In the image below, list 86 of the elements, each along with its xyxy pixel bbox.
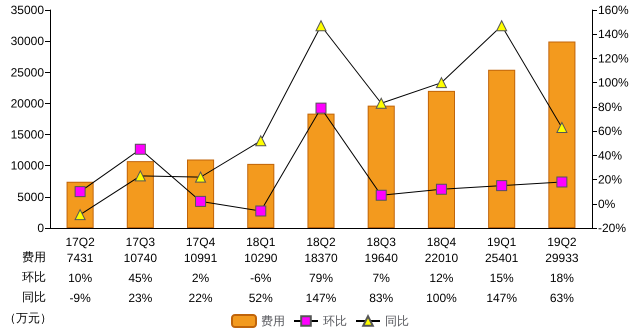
x-tick-label: 17Q3 xyxy=(126,235,156,249)
text: 环比 xyxy=(22,270,46,284)
data-label: 18% xyxy=(550,271,574,285)
point xyxy=(556,176,568,188)
data-label: 7% xyxy=(372,271,390,285)
data-label: 10% xyxy=(68,271,92,285)
data-label: 22% xyxy=(188,291,213,305)
x-tick-label: 18Q1 xyxy=(246,235,276,249)
point xyxy=(255,135,266,146)
x-tick-label: 17Q2 xyxy=(65,235,96,249)
bar xyxy=(307,114,335,228)
text: 同比 xyxy=(22,290,46,304)
y2-tick-label: 100% xyxy=(598,76,630,90)
x-tick-label: 19Q1 xyxy=(486,235,517,249)
x-tick-label: 19Q2 xyxy=(547,235,577,249)
data-label: 25401 xyxy=(484,251,519,265)
y-tick-label: 25000 xyxy=(10,65,44,80)
y2-tick-label: 80% xyxy=(598,100,622,114)
y-tick-label: 5000 xyxy=(17,190,44,204)
x-tick-label: 17Q4 xyxy=(186,235,216,249)
bar xyxy=(548,42,576,228)
data-label: 147% xyxy=(486,291,518,305)
data-label: 10740 xyxy=(124,251,158,265)
data-label: 23% xyxy=(128,291,153,305)
data-label: 147% xyxy=(306,291,337,305)
bar xyxy=(368,106,395,228)
point xyxy=(134,144,146,155)
point xyxy=(436,77,447,88)
data-label: 19640 xyxy=(364,251,398,265)
y2-tick-label: 40% xyxy=(598,148,622,162)
point xyxy=(134,170,146,182)
y2-tick-label: 60% xyxy=(598,124,622,138)
y2-tick-label: 160% xyxy=(598,3,630,17)
text: 费用 xyxy=(22,250,46,264)
data-label: 2% xyxy=(192,271,210,285)
bar xyxy=(488,70,516,228)
point xyxy=(376,190,387,201)
point xyxy=(74,209,86,220)
text: （万元） xyxy=(4,311,52,325)
point xyxy=(496,180,508,192)
data-label: 15% xyxy=(490,271,514,285)
point xyxy=(316,20,326,32)
x-tick-label: 18Q2 xyxy=(306,235,336,249)
data-label: -9% xyxy=(69,291,92,305)
y2-tick-label: 20% xyxy=(598,172,622,187)
data-label: 10991 xyxy=(184,251,218,265)
bar xyxy=(428,90,455,228)
y-tick-label: 10000 xyxy=(10,158,44,173)
y2-tick-label: 120% xyxy=(598,51,630,66)
point xyxy=(436,184,447,195)
data-label: 52% xyxy=(248,291,274,305)
data-label: 22010 xyxy=(424,251,458,265)
data-label: 79% xyxy=(308,271,334,285)
y-tick-label: 20000 xyxy=(10,96,44,110)
y2-tick-label: 140% xyxy=(598,27,630,42)
data-label: 63% xyxy=(550,291,574,305)
point xyxy=(255,206,266,217)
y-tick-label: 15000 xyxy=(10,128,44,142)
x-tick-label: 18Q3 xyxy=(366,235,396,249)
data-label: 83% xyxy=(369,291,394,305)
legend-label: 环比 xyxy=(323,314,347,328)
x-tick-label: 18Q4 xyxy=(426,235,456,249)
data-label: -6% xyxy=(250,271,272,285)
point xyxy=(195,196,206,207)
data-label: 7431 xyxy=(66,251,94,265)
legend-label: 同比 xyxy=(385,314,409,328)
y2-tick-label: 0% xyxy=(598,196,616,211)
data-label: 100% xyxy=(426,291,458,305)
y-tick-label: 35000 xyxy=(10,3,44,17)
data-label: 18370 xyxy=(304,251,338,265)
point xyxy=(556,122,568,133)
data-label: 29933 xyxy=(545,251,579,265)
legend-label: 费用 xyxy=(261,314,285,328)
y-tick-label: 30000 xyxy=(10,34,44,48)
bar xyxy=(126,161,154,228)
point xyxy=(74,186,86,198)
point xyxy=(376,98,387,109)
point xyxy=(496,20,508,32)
point xyxy=(195,172,206,183)
y-tick-label: 0 xyxy=(37,221,44,235)
data-label: 12% xyxy=(429,271,454,285)
data-label: 10290 xyxy=(244,251,278,265)
y2-tick-label: -20% xyxy=(598,221,626,235)
bar xyxy=(247,164,274,228)
point xyxy=(316,102,326,114)
data-label: 45% xyxy=(128,271,153,285)
